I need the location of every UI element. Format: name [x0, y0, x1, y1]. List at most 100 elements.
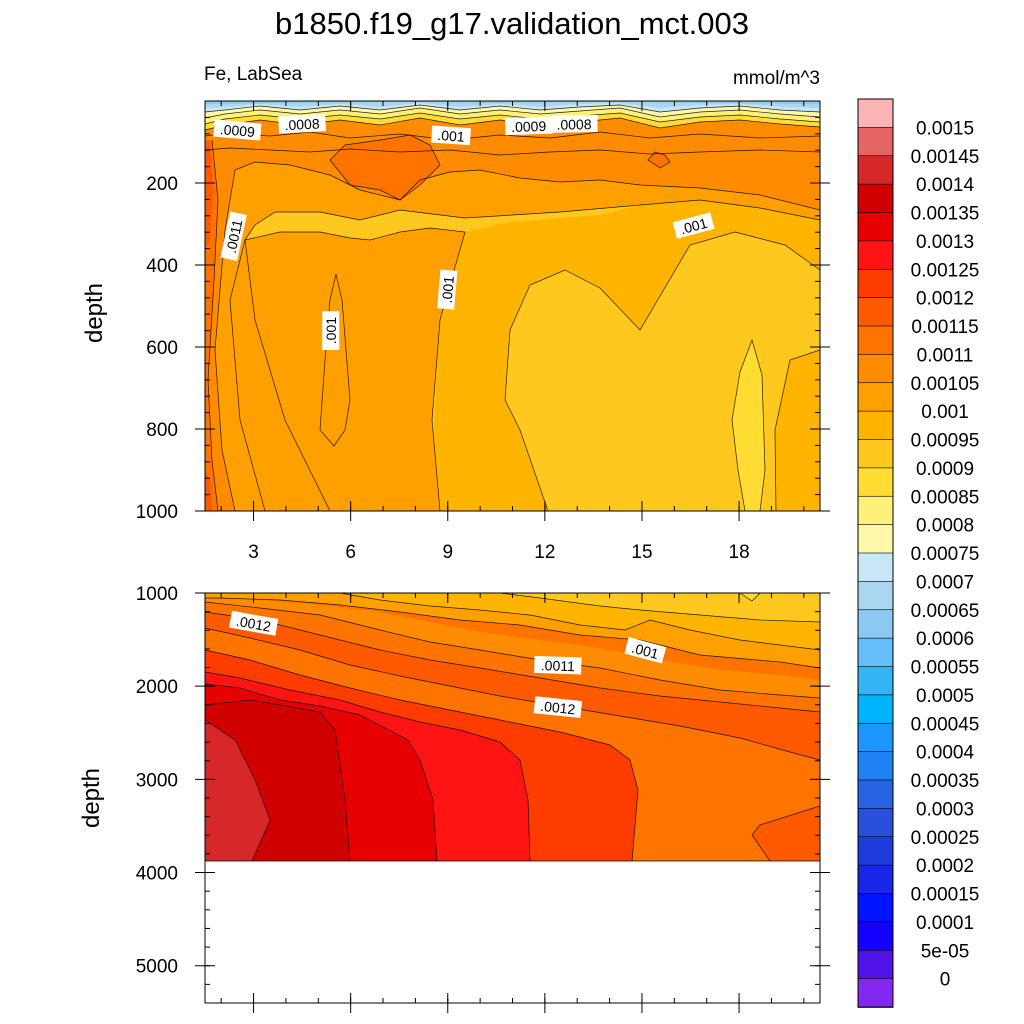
upper-x-tick-label: 15: [631, 542, 652, 563]
colorbar-label: 0.0006: [916, 629, 974, 650]
lower-fill-00135: [205, 700, 350, 861]
lower-y-axis: 1000 2000 3000 4000 5000: [136, 584, 830, 1004]
variable-label: Fe, LabSea: [204, 64, 303, 85]
lower-contour-label-bg: [533, 696, 583, 719]
lower-y-tick-label: 1000: [136, 584, 178, 605]
colorbar-swatch: [857, 354, 894, 384]
upper-contour-label: .0009: [213, 119, 262, 141]
lower-contour-label-text: .001: [630, 640, 661, 663]
colorbar-label: 0.00045: [911, 714, 980, 735]
upper-y-tick-label: 400: [146, 256, 178, 277]
colorbar-swatch: [857, 495, 894, 526]
colorbar-swatch: [857, 722, 894, 753]
upper-contour-label-text: .0011: [223, 218, 246, 255]
colorbar-swatch: [857, 325, 894, 356]
colorbar-swatch: [857, 127, 894, 157]
lower-y-tick-label: 3000: [136, 770, 178, 791]
colorbar-swatch: [857, 808, 894, 838]
lower-fill-0009: [500, 593, 820, 622]
lower-contour-label-bg: [229, 610, 279, 636]
colorbar-swatch: [857, 552, 894, 583]
upper-fill-00115-bottom: [205, 470, 212, 511]
upper-contour-label-bg: [220, 211, 247, 261]
upper-y-tick-label: 600: [146, 338, 178, 359]
colorbar-label: 0.00145: [911, 147, 980, 168]
colorbar-label: 0.0009: [916, 459, 974, 480]
upper-fill-0010: [205, 101, 820, 511]
colorbar-swatch: [857, 439, 894, 469]
colorbar-label: 0.00065: [911, 601, 980, 622]
upper-fill-00095-right: [775, 218, 820, 511]
colorbar-swatch: [857, 410, 894, 441]
colorbar-label: 0.0007: [916, 572, 974, 593]
colorbar-label: 0.00095: [911, 431, 980, 452]
lower-contour-label-bg: [624, 637, 667, 664]
colorbar-label: 0.0004: [916, 743, 975, 764]
colorbar-label: 0.0015: [916, 118, 974, 139]
upper-contour-label: .0009: [504, 116, 553, 136]
upper-contour-label: .001: [437, 269, 458, 310]
colorbar-swatch: [857, 183, 894, 214]
colorbar-swatch: [857, 240, 894, 271]
colorbar-label: 0.0001: [916, 913, 974, 934]
upper-x-tick-label: 3: [248, 542, 259, 563]
lower-contour-label-text: .0012: [540, 698, 577, 718]
upper-contour-label-bg: [431, 125, 471, 146]
upper-contour-label-bg: [213, 119, 262, 141]
lower-panel-contours: [205, 593, 820, 1006]
lower-contour-label-text: .0011: [541, 657, 576, 674]
upper-x-tick-label: 9: [442, 542, 453, 563]
colorbar-label: 5e-05: [921, 941, 970, 962]
upper-contour-labels: .0009 .0008 .001 .0009 .0008 .0011 .001 .001 .00…: [213, 114, 715, 351]
page-title: b1850.f19_g17.validation_mct.003: [275, 6, 749, 41]
colorbar: 0.0015 0.00145 0.0014 0.00135 0.0013 0.00125 0…: [857, 98, 980, 1008]
units-label: mmol/m^3: [732, 68, 820, 89]
upper-y-tick-label: 800: [146, 420, 178, 441]
colorbar-label: 0.00035: [911, 771, 980, 792]
upper-y-tick-label: 1000: [136, 502, 178, 523]
upper-x-tick-label: 12: [534, 542, 555, 563]
upper-contour-label-bg: [322, 311, 340, 351]
lower-y-tick-label: 5000: [136, 957, 178, 978]
colorbar-label: 0.0005: [916, 686, 974, 707]
upper-y-tick-label: 200: [146, 174, 178, 195]
colorbar-swatch: [857, 155, 894, 185]
upper-contour-label: .001: [431, 125, 471, 146]
colorbar-swatch: [857, 581, 894, 611]
upper-contour-label-bg: [504, 116, 553, 136]
colorbar-label: 0.001: [921, 402, 969, 423]
colorbar-label: 0.0002: [916, 856, 974, 877]
colorbar-label: 0.00125: [911, 260, 980, 281]
upper-contour-label-text: .0009: [511, 118, 547, 135]
colorbar-swatch: [857, 524, 894, 554]
upper-contour-label-text: .001: [679, 215, 710, 238]
colorbar-frame: [857, 98, 894, 1008]
lower-fill-0011: [205, 602, 820, 712]
lower-fill-00125: [205, 672, 530, 861]
colorbar-swatch: [857, 779, 894, 810]
lower-fill-0014: [205, 720, 270, 861]
upper-contour-label: .001: [672, 212, 715, 239]
colorbar-swatch: [857, 297, 894, 327]
lower-no-data-region: [205, 861, 820, 1006]
lower-x-axis: [220, 593, 805, 1013]
colorbar-label: 0.0008: [916, 516, 974, 537]
colorbar-swatch: [857, 609, 894, 639]
lower-contour-lines: [205, 593, 820, 861]
upper-y-axis-label: depth: [81, 283, 108, 343]
upper-contour-label-bg: [550, 114, 598, 133]
lower-fill-0013: [205, 684, 437, 861]
lower-fill-00115: [205, 612, 820, 861]
upper-contour-label: .0008: [550, 114, 598, 133]
upper-contour-label-text: .001: [437, 127, 466, 145]
colorbar-label: 0: [940, 970, 951, 991]
colorbar-swatch: [857, 864, 894, 895]
upper-fill-00105: [205, 101, 820, 511]
upper-x-axis: 3 6 9 12 15 18: [220, 101, 805, 563]
lower-y-tick-label: 4000: [136, 864, 178, 885]
upper-contour-label-text: .001: [323, 317, 339, 344]
colorbar-label: 0.00115: [911, 317, 978, 338]
lower-fill-00085: [740, 593, 760, 601]
colorbar-swatch: [857, 978, 894, 1008]
